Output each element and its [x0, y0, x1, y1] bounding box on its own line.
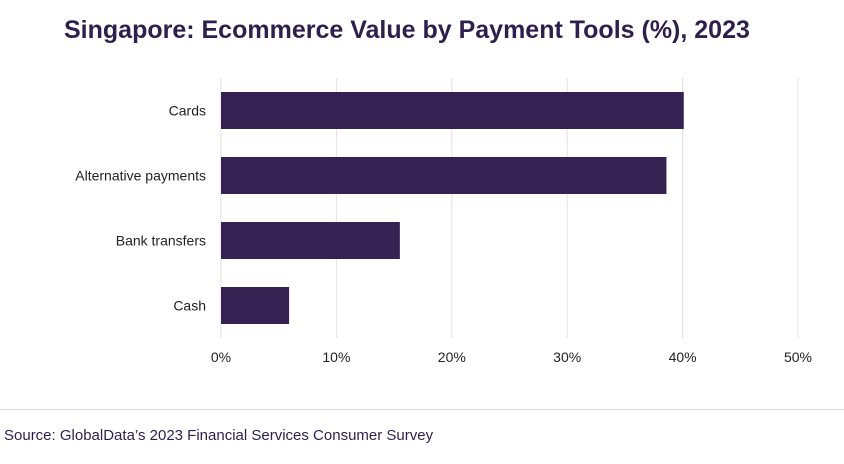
source-note: Source: GlobalData’s 2023 Financial Serv…: [4, 427, 434, 444]
x-tick-label: 10%: [322, 349, 350, 365]
x-tick-label: 20%: [438, 349, 466, 365]
x-tick-label: 30%: [553, 349, 581, 365]
bar: [221, 222, 400, 259]
bar: [221, 157, 667, 194]
x-tick-label: 50%: [784, 349, 812, 365]
x-tick-label: 40%: [669, 349, 697, 365]
x-tick-label: 0%: [211, 349, 231, 365]
chart-title: Singapore: Ecommerce Value by Payment To…: [64, 16, 750, 44]
bars: [221, 92, 684, 324]
category-label: Cards: [169, 103, 206, 119]
category-label: Cash: [173, 298, 206, 314]
footer-divider: [0, 409, 844, 410]
category-label: Bank transfers: [116, 233, 206, 249]
bar-chart: Cards Alternative payments Bank transfers C…: [75, 78, 812, 365]
bar: [221, 287, 290, 324]
category-labels: Cards Alternative payments Bank transfers C…: [75, 103, 206, 314]
x-tick-labels: 0% 10% 20% 30% 40% 50%: [211, 349, 812, 365]
bar: [221, 92, 684, 129]
category-label: Alternative payments: [75, 168, 206, 184]
